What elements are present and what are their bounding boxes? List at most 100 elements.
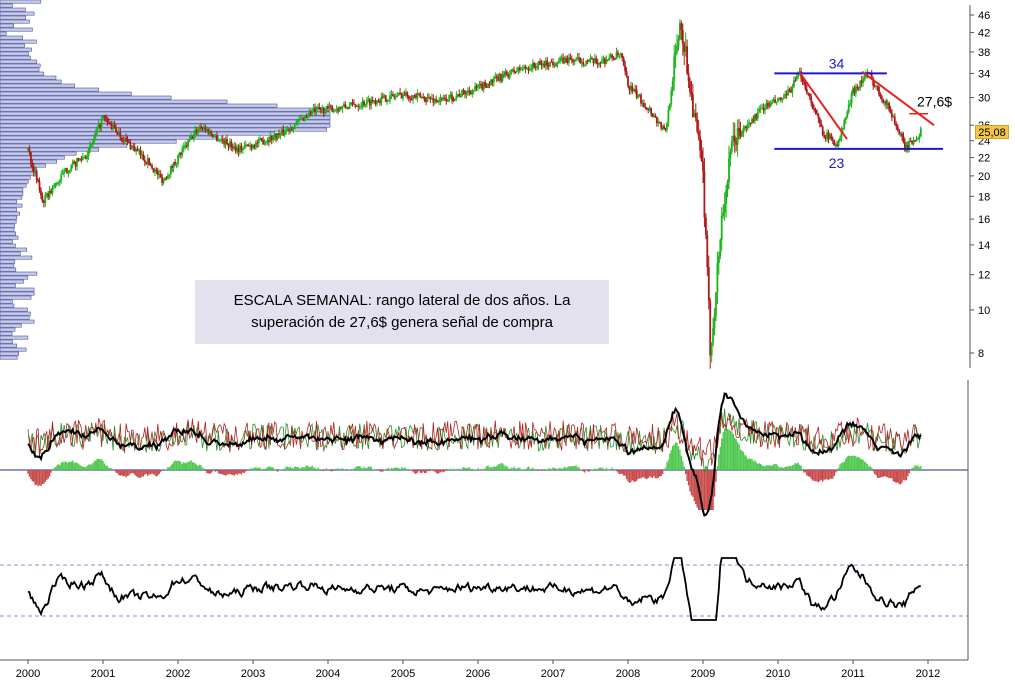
candle-body xyxy=(115,128,117,133)
candle-body xyxy=(886,103,889,106)
candle-body xyxy=(556,63,559,66)
candle-body xyxy=(604,58,606,64)
candle-body xyxy=(361,101,364,107)
candle-body xyxy=(914,140,916,142)
candle-body xyxy=(35,170,38,180)
profile-bar xyxy=(0,119,331,124)
candle-body xyxy=(793,80,795,88)
candle-body xyxy=(741,133,743,137)
candle-body xyxy=(899,133,902,135)
candle-body xyxy=(730,141,733,152)
profile-bar xyxy=(0,211,21,216)
candle-body xyxy=(99,124,101,128)
candle-body xyxy=(107,122,110,124)
profile-bar xyxy=(0,247,28,252)
candle-body xyxy=(507,74,510,78)
candle-body xyxy=(266,140,269,142)
candle-body xyxy=(645,107,648,110)
profile-bar xyxy=(0,199,17,204)
candle-body xyxy=(418,93,420,95)
profile-bar xyxy=(0,195,23,200)
candle-body xyxy=(379,102,381,104)
candle-body xyxy=(531,63,534,69)
candle-body xyxy=(279,132,282,136)
candle-body xyxy=(61,173,64,175)
last-price-badge: 25,08 xyxy=(975,125,1009,139)
candle-body xyxy=(220,139,223,141)
candle-body xyxy=(263,142,266,145)
osc2-line xyxy=(27,557,922,621)
candle-body xyxy=(204,127,207,131)
candle-body xyxy=(426,97,429,102)
candle-body xyxy=(513,69,515,72)
candle-body xyxy=(804,82,807,89)
candle-body xyxy=(156,170,159,176)
candle-body xyxy=(785,93,788,96)
price-tick-label: 8 xyxy=(978,348,984,360)
candle-body xyxy=(374,100,377,105)
candle-body xyxy=(540,63,543,65)
candle-body xyxy=(384,95,387,102)
candle-body xyxy=(647,109,650,111)
candle-body xyxy=(177,155,179,164)
profile-bar xyxy=(0,11,35,16)
candle-body xyxy=(54,183,57,187)
candle-body xyxy=(573,60,576,62)
candle-body xyxy=(579,58,582,64)
candle-body xyxy=(216,135,218,141)
candle-body xyxy=(161,177,163,184)
candle-body xyxy=(151,165,153,169)
profile-bar xyxy=(0,231,16,236)
candle-body xyxy=(873,85,876,87)
candle-body xyxy=(28,148,31,153)
profile-bar xyxy=(0,255,33,260)
candle-body xyxy=(919,128,922,137)
candle-body xyxy=(668,103,671,110)
candle-body xyxy=(407,96,410,99)
candle-body xyxy=(350,102,352,106)
candle-body xyxy=(592,58,595,63)
candle-body xyxy=(190,136,192,140)
candle-body xyxy=(814,109,817,111)
candle-body xyxy=(138,150,140,152)
candle-body xyxy=(634,89,637,91)
candle-body xyxy=(468,90,471,93)
candle-body xyxy=(576,57,579,60)
profile-bar xyxy=(0,43,25,48)
candle-body xyxy=(405,92,407,96)
candle-body xyxy=(234,146,237,152)
candle-body xyxy=(683,43,686,52)
candle-body xyxy=(174,162,176,165)
time-tick-label: 2005 xyxy=(391,668,415,680)
profile-bar xyxy=(0,115,331,120)
candle-body xyxy=(679,23,681,40)
candle-body xyxy=(501,74,504,81)
candle-body xyxy=(214,135,217,137)
candle-body xyxy=(725,190,727,205)
profile-bar xyxy=(0,227,15,232)
candle-body xyxy=(441,98,443,100)
profile-bar xyxy=(0,83,75,88)
candle-body xyxy=(559,57,562,62)
candle-body xyxy=(96,127,99,134)
candle-body xyxy=(430,98,433,100)
candle-body xyxy=(31,162,34,167)
candle-body xyxy=(464,90,466,95)
candle-body xyxy=(511,69,514,71)
candle-body xyxy=(419,94,422,98)
profile-bar xyxy=(0,55,31,60)
candle-body xyxy=(637,96,639,98)
candle-body xyxy=(846,112,849,118)
candle-body xyxy=(754,114,756,122)
candle-body xyxy=(208,131,211,134)
candle-body xyxy=(84,156,87,159)
candle-body xyxy=(514,71,517,73)
candle-body xyxy=(523,66,526,70)
candle-body xyxy=(45,193,48,195)
candle-body xyxy=(87,149,90,156)
candle-body xyxy=(752,119,755,122)
candle-body xyxy=(118,132,120,136)
price-tick-label: 38 xyxy=(978,47,990,59)
candle-body xyxy=(120,137,123,140)
